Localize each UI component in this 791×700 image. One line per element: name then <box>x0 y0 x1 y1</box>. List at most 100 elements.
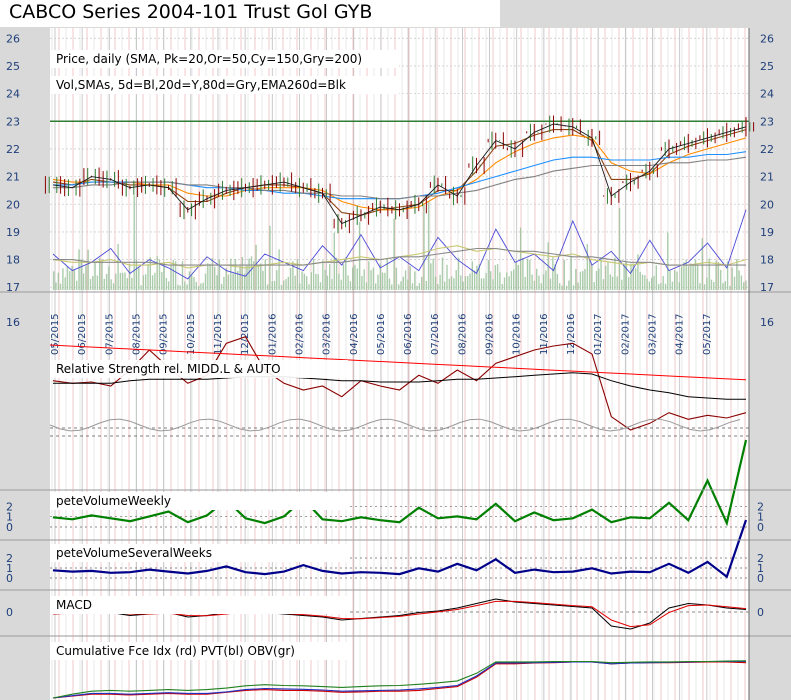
volume-bar <box>193 277 195 290</box>
date-tick-label: 09/2015 <box>159 313 170 355</box>
volume-bar <box>487 260 490 290</box>
volume-bar <box>294 275 296 290</box>
volume-bar <box>724 281 726 290</box>
volume-bar <box>85 265 87 290</box>
volume-bar <box>710 279 713 290</box>
volume-bar <box>669 270 671 290</box>
volume-bar <box>492 279 494 290</box>
volume-bar <box>197 285 200 290</box>
volume-bar <box>680 266 683 290</box>
date-tick-label: 08/2016 <box>457 313 468 355</box>
volume-bar <box>542 274 545 290</box>
volume-bar <box>490 271 492 290</box>
rs-top-tick-right: 16 <box>760 316 774 329</box>
volume-bar <box>641 274 644 290</box>
volume-bar <box>464 276 467 290</box>
volume-bar <box>386 259 388 290</box>
volume-bar <box>745 280 747 290</box>
volume-bar <box>432 258 434 290</box>
volume-bar <box>333 232 335 290</box>
volume-bar <box>526 258 529 290</box>
volume-bar <box>87 249 89 290</box>
volume-bar <box>483 278 485 290</box>
volume-bar <box>678 282 680 290</box>
volume-bar <box>393 218 395 290</box>
volume-bar <box>531 274 533 290</box>
volume-bar <box>414 271 416 290</box>
volume-bar <box>418 283 421 290</box>
cumulative-obv-line <box>52 660 747 699</box>
volume-bar <box>706 277 708 290</box>
volume-bar <box>99 258 101 290</box>
date-tick-label: 04/2017 <box>675 313 686 355</box>
chart-title: CABCO Series 2004-101 Trust Gol GYB <box>9 1 373 23</box>
volume-bar <box>591 264 593 290</box>
pvw-tick-left: 2 <box>6 500 13 513</box>
volume-bar <box>499 272 501 290</box>
volume-bar <box>676 271 678 290</box>
volume-bar <box>538 275 540 290</box>
volume-bar <box>614 257 616 290</box>
pvsw-tick-left: 1 <box>6 562 13 575</box>
volume-bar <box>278 249 280 290</box>
price-tick-label-left: 17 <box>6 281 20 294</box>
volume-bar <box>703 284 706 290</box>
volume-bar <box>177 284 179 290</box>
volume-bar <box>736 258 738 290</box>
macd-panel-label: MACD <box>50 596 348 614</box>
rs-gray-line <box>49 418 741 432</box>
volume-bar <box>437 284 439 290</box>
volume-bar <box>598 268 600 290</box>
volume-bar <box>264 259 266 290</box>
volume-bar <box>616 276 618 290</box>
volume-bar <box>329 264 331 290</box>
volume-bar <box>168 281 170 290</box>
volume-bar <box>184 281 186 290</box>
price-panel-label: Price, daily (SMA, Pk=20,Or=50,Cy=150,Gr… <box>50 50 399 68</box>
volume-bar <box>469 273 471 290</box>
price-tick-label-right: 23 <box>760 115 774 128</box>
volume-bar <box>342 264 345 290</box>
volume-bar <box>506 272 508 290</box>
volume-bar <box>151 275 154 290</box>
volume-bar <box>352 267 354 290</box>
volume-bar <box>384 272 386 290</box>
volume-bar <box>80 259 82 290</box>
volume-bar <box>611 276 614 290</box>
volume-bar <box>639 271 641 290</box>
volume-bar <box>243 273 246 290</box>
volume-bar <box>324 269 326 290</box>
volume-bar <box>552 257 554 290</box>
volume-bar <box>416 285 418 290</box>
volume-bar <box>485 273 487 290</box>
pvw-tick-right: 0 <box>757 521 764 534</box>
volume-bar <box>101 259 103 290</box>
volume-bar <box>356 268 358 290</box>
volume-bar <box>653 275 655 290</box>
pete-volume-several-weeks-pvsw-line <box>52 519 748 579</box>
volume-bar <box>508 276 510 290</box>
volume-bar <box>124 272 126 290</box>
date-tick-label: 01/2017 <box>593 313 604 355</box>
volume-bar <box>582 271 584 290</box>
volume-bar <box>269 225 271 290</box>
volume-bar <box>110 279 112 290</box>
volume-bar <box>273 280 276 290</box>
volume-bar <box>306 276 308 290</box>
price-tick-label-right: 17 <box>760 281 774 294</box>
volume-bar <box>588 259 591 290</box>
volume-bar <box>126 278 128 290</box>
volume-bar <box>89 279 92 290</box>
volume-bar <box>683 262 685 290</box>
date-tick-label: 02/2017 <box>620 313 631 355</box>
volume-bar <box>448 278 450 290</box>
volume-bar <box>395 267 398 290</box>
volume-bar <box>140 285 142 290</box>
volume-bar <box>133 195 135 290</box>
date-tick-label: 03/2016 <box>322 313 333 355</box>
volume-bar <box>312 258 315 290</box>
volume-bar <box>57 272 59 290</box>
volume-bar <box>425 280 427 290</box>
volume-bar <box>287 276 289 290</box>
volume-bar <box>225 267 227 290</box>
